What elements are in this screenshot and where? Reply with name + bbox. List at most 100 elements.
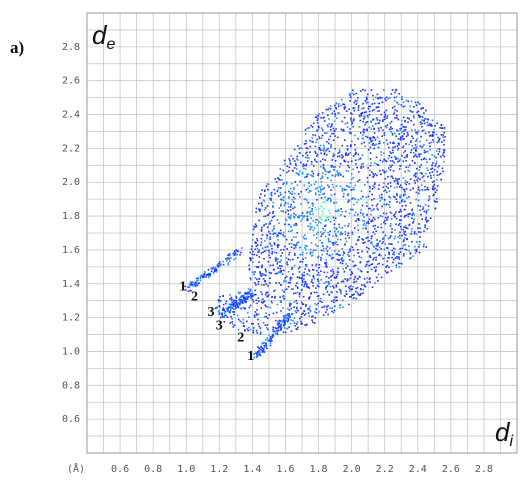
data-point bbox=[268, 254, 270, 257]
data-point bbox=[385, 266, 387, 268]
data-point bbox=[354, 184, 357, 187]
data-point bbox=[420, 135, 422, 138]
data-point bbox=[235, 299, 237, 302]
data-point bbox=[335, 128, 337, 130]
data-point bbox=[379, 240, 381, 242]
data-point bbox=[263, 224, 265, 227]
data-point bbox=[414, 172, 417, 175]
data-point bbox=[362, 288, 365, 291]
data-point bbox=[233, 311, 236, 313]
data-point bbox=[317, 190, 320, 192]
data-point bbox=[268, 223, 270, 225]
data-point bbox=[187, 286, 189, 288]
data-point bbox=[272, 233, 275, 235]
data-point bbox=[277, 195, 280, 197]
data-point bbox=[209, 272, 211, 275]
data-point bbox=[296, 321, 299, 323]
data-point bbox=[341, 156, 343, 159]
data-point bbox=[428, 131, 430, 134]
data-point bbox=[300, 307, 302, 309]
data-point bbox=[260, 307, 263, 309]
data-point bbox=[278, 222, 280, 225]
data-point bbox=[276, 331, 279, 334]
data-point bbox=[315, 208, 318, 211]
data-point bbox=[310, 241, 313, 244]
data-point bbox=[334, 106, 337, 109]
data-point bbox=[363, 115, 366, 118]
data-point bbox=[380, 248, 383, 250]
data-point bbox=[259, 327, 262, 329]
data-point bbox=[360, 163, 363, 166]
data-point bbox=[318, 221, 320, 223]
data-point bbox=[368, 256, 371, 258]
data-point bbox=[410, 149, 413, 151]
data-point bbox=[377, 217, 380, 219]
data-point bbox=[324, 132, 326, 134]
data-point bbox=[314, 206, 317, 209]
data-point bbox=[285, 315, 288, 317]
data-point bbox=[428, 172, 431, 174]
data-point bbox=[391, 164, 393, 167]
data-point bbox=[331, 242, 334, 244]
data-point bbox=[322, 150, 325, 152]
data-point bbox=[402, 160, 405, 163]
data-point bbox=[328, 277, 330, 279]
data-point bbox=[362, 165, 365, 168]
data-point bbox=[290, 214, 292, 217]
data-point bbox=[433, 183, 436, 186]
data-point bbox=[228, 257, 231, 260]
data-point bbox=[279, 296, 281, 298]
data-point bbox=[301, 214, 303, 217]
data-point bbox=[370, 237, 373, 240]
data-point bbox=[360, 165, 362, 168]
data-point bbox=[319, 186, 321, 188]
data-point bbox=[314, 243, 317, 246]
data-point bbox=[356, 286, 359, 289]
data-point bbox=[280, 301, 282, 303]
data-point bbox=[395, 211, 397, 214]
data-point bbox=[312, 203, 315, 205]
data-point bbox=[326, 308, 328, 311]
data-point bbox=[376, 110, 379, 113]
data-point bbox=[400, 127, 403, 130]
data-point bbox=[387, 183, 389, 185]
data-point bbox=[288, 166, 291, 169]
data-point bbox=[249, 304, 252, 307]
data-point bbox=[237, 328, 240, 331]
data-point bbox=[327, 237, 330, 240]
data-point bbox=[378, 253, 381, 255]
data-point bbox=[264, 268, 267, 270]
data-point bbox=[234, 307, 237, 310]
data-point bbox=[276, 235, 278, 238]
data-point bbox=[337, 152, 340, 154]
data-point bbox=[307, 157, 310, 159]
data-point bbox=[348, 212, 351, 215]
data-point bbox=[413, 147, 415, 150]
data-point bbox=[233, 258, 235, 261]
data-point bbox=[400, 136, 402, 138]
data-point bbox=[294, 246, 297, 249]
data-point bbox=[357, 158, 360, 161]
data-point bbox=[252, 322, 254, 325]
data-point bbox=[236, 303, 238, 306]
data-point bbox=[388, 128, 391, 131]
data-point bbox=[365, 135, 367, 138]
data-point bbox=[332, 174, 334, 177]
data-point bbox=[223, 308, 225, 311]
data-point bbox=[283, 319, 286, 322]
data-point bbox=[421, 130, 424, 132]
data-point bbox=[274, 295, 276, 298]
data-point bbox=[305, 188, 308, 191]
data-point bbox=[429, 124, 432, 127]
data-point bbox=[285, 263, 288, 265]
data-point bbox=[191, 284, 194, 287]
data-point bbox=[419, 209, 421, 212]
data-point bbox=[261, 272, 264, 275]
data-point bbox=[300, 277, 303, 280]
data-point bbox=[384, 118, 386, 121]
data-point bbox=[389, 150, 391, 153]
data-point bbox=[257, 297, 260, 299]
data-point bbox=[408, 164, 411, 167]
data-point bbox=[273, 297, 276, 299]
data-point bbox=[288, 197, 290, 199]
